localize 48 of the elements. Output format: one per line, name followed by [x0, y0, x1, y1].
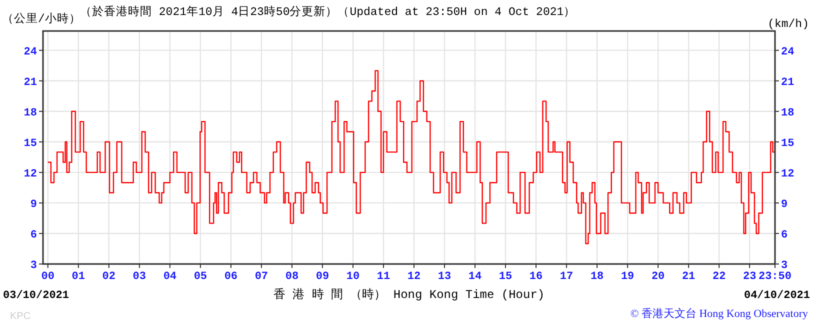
x-tick-label: 18: [590, 271, 604, 283]
y2-tick-label: 15: [781, 138, 795, 150]
y2-tick-label: 9: [781, 198, 788, 211]
text: 03/10/2021: [3, 290, 70, 302]
x-tick-label: 23: [742, 271, 757, 283]
x-tick-label: 13: [438, 271, 452, 283]
y-tick-label: 6: [30, 229, 37, 242]
y-tick-label: 12: [24, 168, 37, 180]
x-tick-label: 22: [712, 271, 726, 283]
x-tick-label: 03: [132, 271, 146, 283]
y2-tick-label: 12: [781, 168, 794, 180]
y2-axis-title: (km/h): [768, 18, 809, 31]
x-tick-label: 02: [102, 271, 116, 283]
y-tick-label: 3: [30, 260, 38, 272]
x-tick-label: 09: [316, 271, 330, 283]
x-tick-label: 15: [498, 271, 513, 283]
chart-title: （於香港時間 2021年10月 4日23時50分更新）（Updated at 23:50H on 4 Oct 2021）: [80, 4, 576, 19]
x-tick-label: 06: [224, 271, 238, 283]
x-tick-label: 20: [651, 271, 665, 283]
x-tick-label: 05: [194, 271, 208, 283]
y2-tick-label: 6: [781, 229, 788, 242]
x-tick-label: 16: [529, 271, 543, 283]
y2-tick-label: 3: [781, 260, 788, 272]
y2-tick-label: 24: [781, 46, 795, 58]
y-tick-label: 9: [30, 198, 37, 211]
x-tick-label: 10: [346, 271, 360, 283]
x-tick-label: 17: [560, 271, 574, 283]
y-tick-label: 24: [24, 46, 38, 58]
x-tick-label: 23:50: [758, 271, 792, 283]
x-tick-label: 07: [254, 271, 268, 283]
y2-tick-label: 18: [781, 107, 795, 120]
y-axis-title: （公里/小時）: [2, 12, 81, 26]
y-tick-label: 15: [24, 138, 38, 150]
text: 04/10/2021: [744, 290, 810, 302]
x-axis-title: 香 港 時 間 （時） Hong Kong Time (Hour): [273, 288, 545, 302]
y2-tick-label: 21: [781, 76, 795, 89]
x-tick-label: 01: [72, 271, 86, 283]
y-tick-label: 21: [24, 76, 38, 89]
x-tick-label: 00: [41, 271, 54, 283]
y-tick-label: 18: [24, 107, 38, 120]
x-tick-label: 19: [620, 271, 634, 283]
x-tick-label: 11: [376, 271, 390, 283]
x-tick-label: 04: [163, 271, 177, 283]
x-tick-label: 12: [407, 271, 421, 283]
x-tick-label: 21: [682, 271, 696, 283]
x-tick-label: 14: [468, 271, 482, 283]
x-tick-label: 08: [285, 271, 299, 283]
text: © 香港天文台 Hong Kong Observatory: [630, 307, 808, 320]
